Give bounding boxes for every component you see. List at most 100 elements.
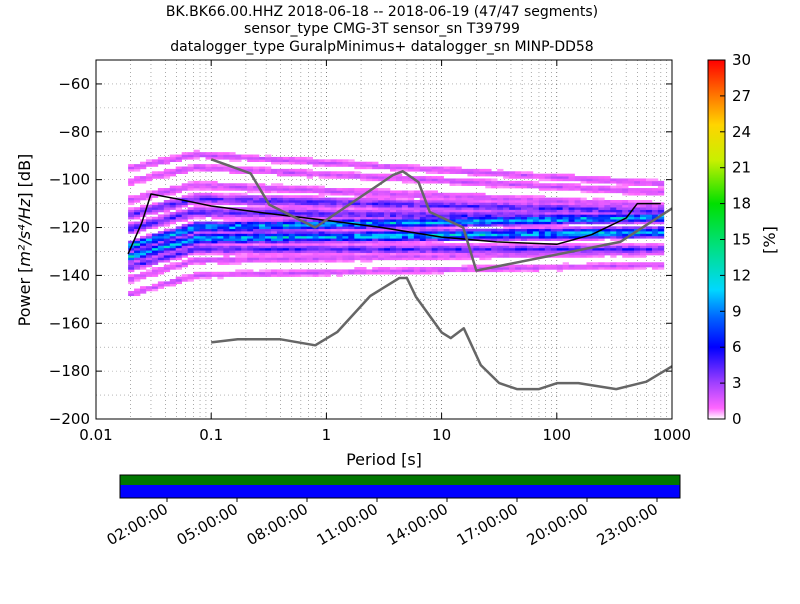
density-cell: [223, 223, 230, 227]
density-cell: [538, 202, 546, 206]
density-cell: [413, 207, 421, 210]
density-cell: [354, 221, 361, 225]
density-cell: [366, 211, 373, 215]
density-cell: [205, 166, 212, 170]
density-cell: [443, 197, 450, 201]
density-cell: [628, 264, 635, 268]
density-cell: [646, 211, 653, 215]
density-cell: [401, 243, 409, 246]
density-cell: [491, 202, 498, 206]
density-cell: [598, 233, 605, 237]
density-cell: [395, 231, 403, 234]
density-cell: [175, 200, 182, 203]
density-cell: [128, 226, 135, 230]
density-cell: [282, 245, 290, 249]
density-cell: [157, 257, 165, 261]
density-cell: [479, 209, 486, 213]
density-cell: [199, 197, 206, 201]
density-cell: [390, 211, 397, 215]
density-cell: [461, 209, 468, 213]
density-cell: [461, 211, 468, 215]
density-cell: [205, 231, 212, 234]
density-cell: [157, 204, 165, 208]
density-cell: [199, 252, 206, 256]
density-cell: [509, 267, 516, 270]
density-cell: [187, 152, 194, 155]
density-cell: [223, 221, 230, 225]
density-cell: [378, 204, 385, 208]
density-cell: [157, 233, 165, 237]
density-cell: [187, 168, 194, 172]
density-cell: [217, 183, 224, 186]
density-cell: [360, 178, 367, 182]
density-cell: [521, 226, 528, 230]
density-cell: [443, 180, 450, 184]
density-cell: [145, 161, 153, 165]
density-cell: [169, 235, 177, 239]
density-cell: [145, 252, 153, 256]
density-cell: [336, 228, 343, 232]
density-cell: [205, 211, 212, 215]
density-cell: [586, 214, 593, 218]
density-cell: [187, 257, 194, 261]
density-cell: [568, 235, 575, 239]
density-cell: [241, 200, 248, 203]
density-cell: [128, 276, 135, 280]
density-cell: [646, 192, 653, 196]
density-cell: [622, 190, 629, 194]
density-cell: [592, 250, 599, 253]
density-cell: [407, 214, 415, 218]
density-cell: [521, 235, 528, 239]
density-cell: [217, 233, 224, 237]
density-cell: [354, 257, 361, 261]
density-cell: [175, 281, 182, 285]
density-cell: [419, 221, 427, 225]
density-cell: [580, 188, 587, 191]
density-cell: [455, 221, 462, 225]
density-cell: [509, 245, 516, 249]
density-cell: [300, 274, 307, 277]
density-cell: [473, 211, 480, 215]
density-cell: [461, 221, 468, 225]
density-cell: [330, 259, 337, 263]
density-cell: [157, 240, 165, 244]
density-cell: [616, 204, 623, 208]
density-cell: [562, 231, 569, 234]
density-cell: [521, 216, 528, 220]
density-cell: [217, 197, 224, 201]
density-cell: [610, 202, 617, 206]
density-cell: [521, 221, 528, 225]
density-cell: [282, 247, 290, 251]
density-cell: [294, 173, 302, 177]
density-cell: [473, 204, 480, 208]
density-cell: [354, 176, 361, 179]
density-cell: [360, 267, 367, 270]
density-cell: [401, 233, 409, 237]
density-cell: [401, 192, 409, 196]
density-cell: [461, 200, 468, 203]
density-cell: [360, 197, 367, 201]
density-cell: [229, 228, 236, 232]
density-cell: [366, 271, 373, 275]
density-cell: [657, 262, 665, 265]
density-cell: [342, 197, 349, 201]
density-cell: [413, 238, 421, 241]
density-cell: [401, 176, 409, 179]
density-cell: [622, 250, 629, 253]
density-cell: [169, 255, 177, 258]
density-cell: [401, 216, 409, 220]
density-cell: [568, 202, 575, 206]
density-cell: [366, 161, 373, 165]
density-cell: [175, 264, 182, 268]
density-cell: [550, 233, 558, 237]
density-cell: [145, 211, 153, 215]
density-cell: [395, 267, 403, 270]
density-cell: [235, 250, 242, 253]
density-cell: [300, 231, 307, 234]
density-cell: [270, 269, 278, 273]
density-cell: [425, 255, 433, 258]
density-cell: [306, 168, 313, 172]
density-cell: [199, 223, 206, 227]
density-cell: [294, 188, 302, 191]
density-cell: [199, 216, 206, 220]
